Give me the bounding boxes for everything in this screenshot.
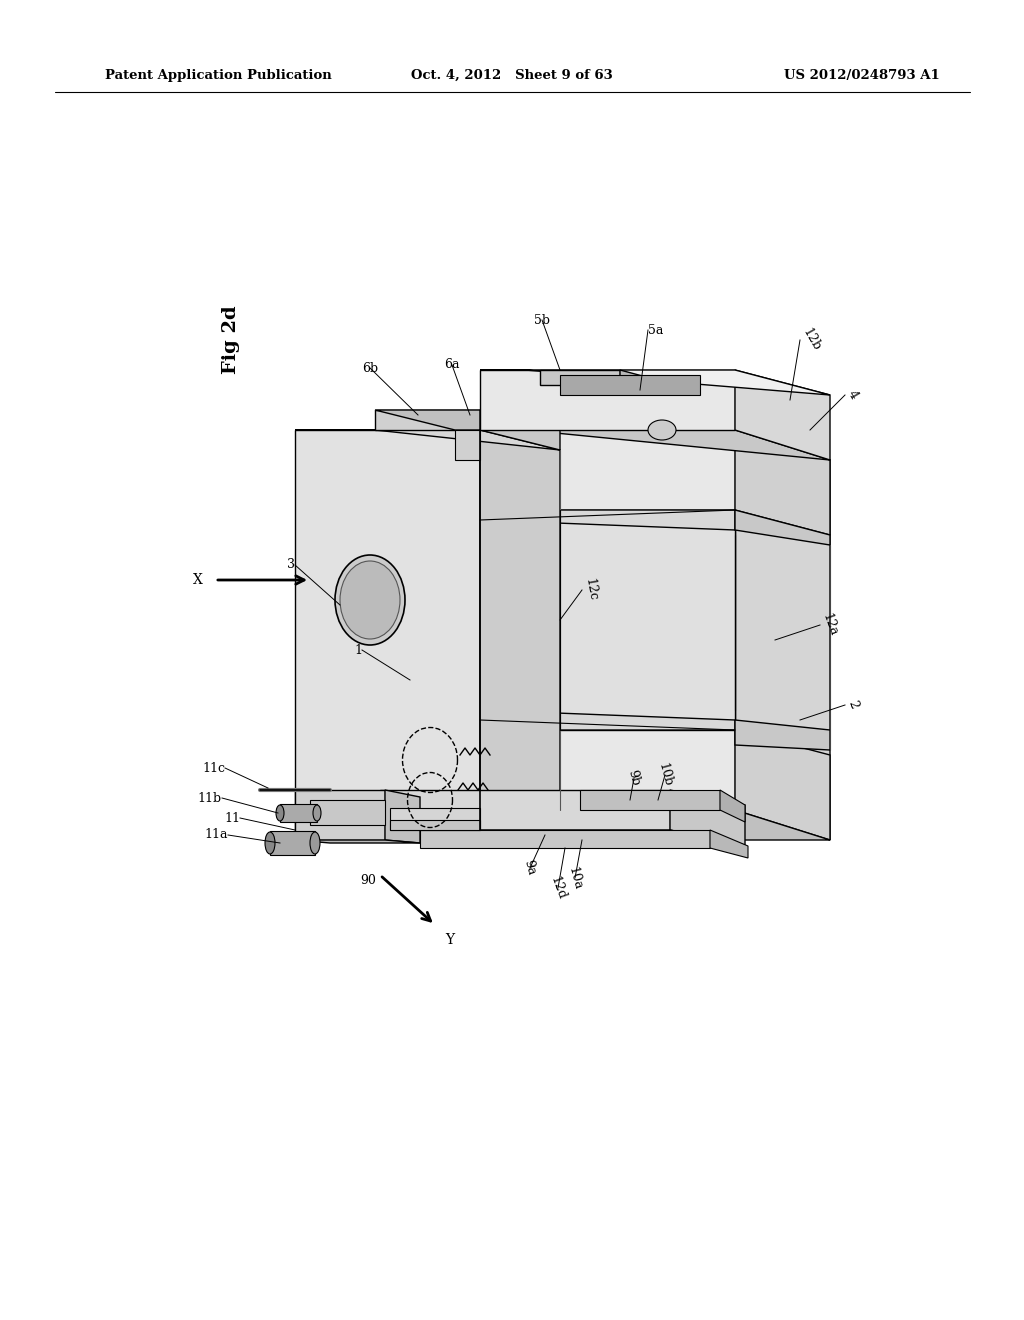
Polygon shape (480, 430, 560, 830)
Text: 10b: 10b (655, 762, 675, 788)
Text: 9a: 9a (522, 859, 539, 876)
Text: 90: 90 (360, 874, 376, 887)
Polygon shape (480, 370, 830, 395)
Text: 12d: 12d (548, 875, 568, 902)
Polygon shape (390, 808, 480, 830)
Polygon shape (455, 430, 480, 459)
Polygon shape (430, 430, 830, 459)
Ellipse shape (265, 832, 275, 854)
Polygon shape (720, 789, 745, 822)
Text: 6b: 6b (361, 362, 378, 375)
Polygon shape (430, 810, 830, 840)
Text: 4: 4 (845, 388, 860, 401)
Polygon shape (560, 375, 700, 395)
Text: 2: 2 (845, 700, 860, 711)
Polygon shape (480, 411, 560, 450)
Polygon shape (430, 730, 735, 810)
Polygon shape (430, 430, 830, 459)
Polygon shape (735, 719, 830, 750)
Polygon shape (710, 830, 748, 858)
Polygon shape (280, 804, 317, 822)
Text: 1: 1 (354, 644, 362, 656)
Polygon shape (385, 789, 420, 843)
Polygon shape (430, 510, 480, 730)
Text: US 2012/0248793 A1: US 2012/0248793 A1 (784, 69, 940, 82)
Ellipse shape (340, 561, 400, 639)
Text: 5a: 5a (648, 323, 664, 337)
Text: 12b: 12b (800, 326, 823, 354)
Text: 5b: 5b (534, 314, 550, 326)
Text: Oct. 4, 2012   Sheet 9 of 63: Oct. 4, 2012 Sheet 9 of 63 (411, 69, 613, 82)
Polygon shape (540, 370, 620, 385)
Polygon shape (420, 830, 710, 847)
Polygon shape (480, 510, 735, 531)
Ellipse shape (313, 805, 321, 821)
Polygon shape (480, 710, 735, 730)
Text: 6a: 6a (444, 359, 460, 371)
Ellipse shape (335, 554, 406, 645)
Polygon shape (670, 789, 745, 845)
Polygon shape (480, 370, 735, 430)
Polygon shape (620, 370, 650, 392)
Polygon shape (735, 430, 830, 535)
Polygon shape (380, 789, 670, 830)
Polygon shape (310, 800, 385, 825)
Ellipse shape (276, 805, 284, 821)
Ellipse shape (310, 832, 319, 854)
Polygon shape (295, 430, 480, 830)
Polygon shape (375, 411, 560, 430)
Polygon shape (295, 840, 420, 843)
Text: Fig 2d: Fig 2d (222, 306, 240, 375)
Text: 3: 3 (287, 558, 295, 572)
Polygon shape (735, 370, 830, 459)
Polygon shape (430, 430, 735, 810)
Text: 10a: 10a (565, 865, 585, 891)
Text: 11c: 11c (202, 762, 225, 775)
Polygon shape (380, 830, 745, 845)
Polygon shape (390, 820, 480, 830)
Text: Y: Y (445, 933, 455, 946)
Polygon shape (735, 510, 830, 545)
Text: 11: 11 (224, 812, 240, 825)
Polygon shape (295, 430, 560, 450)
Text: X: X (194, 573, 203, 587)
Text: 11b: 11b (198, 792, 222, 804)
Ellipse shape (648, 420, 676, 440)
Text: 12c: 12c (582, 578, 599, 602)
Polygon shape (375, 411, 480, 430)
Polygon shape (735, 430, 830, 840)
Text: 11a: 11a (205, 829, 228, 842)
Polygon shape (580, 789, 720, 810)
Polygon shape (295, 789, 385, 840)
Polygon shape (270, 832, 315, 855)
Polygon shape (430, 510, 735, 730)
Text: Patent Application Publication: Patent Application Publication (105, 69, 332, 82)
Polygon shape (735, 730, 830, 840)
Polygon shape (430, 430, 735, 510)
Text: 12a: 12a (820, 611, 841, 638)
Text: 9b: 9b (626, 768, 642, 788)
